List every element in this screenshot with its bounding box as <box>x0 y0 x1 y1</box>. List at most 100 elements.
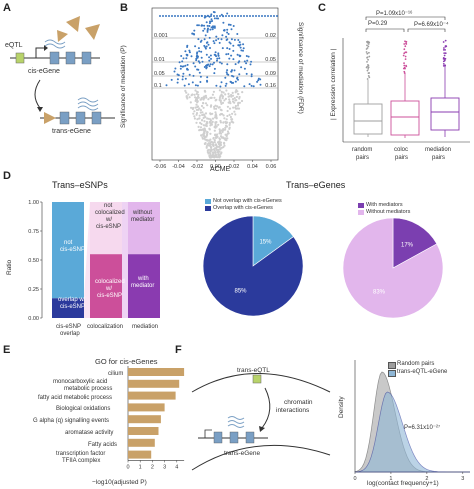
b-point-significant <box>198 15 200 17</box>
b-point-significant <box>208 25 211 27</box>
b-point-significant <box>211 20 214 22</box>
b-point-significant <box>238 41 241 44</box>
f-chromatin-a: chromatin <box>284 399 313 406</box>
b-point-significant <box>213 61 215 64</box>
b-point-significant <box>238 73 241 76</box>
b-point-nonsig <box>223 144 226 147</box>
b-point-significant <box>165 15 167 17</box>
e-bar <box>128 403 165 412</box>
b-point-significant <box>217 52 220 55</box>
e-term2b: metabolic process <box>64 386 113 392</box>
b-point-nonsig <box>217 148 220 151</box>
b-point-nonsig <box>234 113 237 116</box>
b-point-significant <box>242 43 245 46</box>
b-point-significant <box>227 33 230 35</box>
b-point-nonsig <box>203 120 206 123</box>
b-point-significant <box>209 20 211 23</box>
b-point-nonsig <box>209 132 212 135</box>
b-point-significant <box>245 55 248 57</box>
b-point-significant <box>236 76 239 79</box>
pie2-legend-1: With mediators <box>366 202 403 208</box>
b-point-significant <box>181 75 184 78</box>
panel-c-boxplot <box>342 16 470 143</box>
b-point-significant <box>224 76 227 79</box>
b-point-nonsig <box>215 114 218 117</box>
b-point-significant <box>228 57 231 60</box>
d-bar3-top-b: mediator <box>131 217 155 223</box>
b-point-nonsig <box>204 102 208 105</box>
b-point-significant <box>162 15 164 17</box>
c-outlier <box>366 44 368 47</box>
b-point-nonsig <box>229 115 232 119</box>
b-point-significant <box>193 29 196 32</box>
c-outlier <box>442 41 445 43</box>
b-point-significant <box>211 28 214 31</box>
b-point-significant <box>230 54 233 57</box>
b-point-significant <box>200 50 203 53</box>
b-point-significant <box>234 15 236 17</box>
b-point-significant <box>204 15 206 17</box>
b-point-nonsig <box>198 114 201 117</box>
b-point-significant <box>237 39 240 41</box>
b-point-significant <box>195 15 197 17</box>
c-outlier <box>442 63 445 65</box>
d-bar2-top-a: not <box>104 203 113 209</box>
b-point-significant <box>237 15 239 17</box>
b-point-significant <box>249 15 251 17</box>
b-point-significant <box>205 66 208 69</box>
b-point-nonsig <box>191 107 194 111</box>
d-xcat3: mediation <box>132 324 159 330</box>
b-point-nonsig <box>204 112 208 115</box>
b-point-nonsig <box>196 101 199 104</box>
c-outlier <box>367 45 370 48</box>
d-bar3-bot-a: with <box>138 276 149 282</box>
b-point-nonsig <box>195 113 198 116</box>
b-point-significant <box>230 28 233 31</box>
d-ytick-label: 1.00 <box>28 200 39 206</box>
b-point-nonsig <box>196 118 199 121</box>
f-trans-eqtl: trans-eQTL <box>237 367 270 374</box>
b-point-nonsig <box>223 99 226 102</box>
b-point-significant <box>184 64 187 67</box>
b-point-significant <box>228 48 231 50</box>
b-point-significant <box>200 56 203 59</box>
b-xtick-label: -0.06 <box>154 164 167 170</box>
b-point-nonsig <box>225 134 228 138</box>
b-point-significant <box>230 70 233 73</box>
b-point-nonsig <box>193 117 196 120</box>
b-point-nonsig <box>237 92 240 96</box>
b-point-significant <box>237 78 239 81</box>
d-pie1-slice <box>252 215 294 267</box>
c-outlier <box>443 58 446 61</box>
b-point-significant <box>226 31 229 34</box>
b-point-significant <box>202 29 205 32</box>
b-point-significant <box>186 63 189 66</box>
b-point-nonsig <box>213 129 216 132</box>
b-point-significant <box>261 15 263 17</box>
b-point-significant <box>276 15 278 17</box>
b-point-significant <box>205 41 208 44</box>
b-point-significant <box>213 42 216 45</box>
b-point-significant <box>209 54 212 57</box>
b-point-significant <box>216 57 219 60</box>
b-point-significant <box>177 15 179 17</box>
e-xlabel: −log10(adjusted P) <box>92 479 147 486</box>
b-point-nonsig <box>228 98 231 101</box>
b-point-significant <box>186 53 189 56</box>
b-point-nonsig <box>202 132 205 135</box>
b-point-significant <box>215 39 218 42</box>
e-term1: cilium <box>108 371 124 377</box>
b-point-significant <box>230 38 233 41</box>
b-point-nonsig <box>211 141 215 144</box>
b-point-significant <box>212 40 215 43</box>
b-xtick-label: 0.06 <box>266 164 277 170</box>
b-point-significant <box>242 47 245 50</box>
c-outlier <box>365 51 368 53</box>
d-bar2-bot-a: colocalized <box>95 279 125 285</box>
b-point-significant <box>173 70 176 73</box>
b-point-significant <box>264 15 266 17</box>
b-point-nonsig <box>203 137 206 140</box>
b-point-nonsig <box>224 97 227 100</box>
b-point-significant <box>183 15 185 17</box>
c-outlier <box>443 47 445 49</box>
